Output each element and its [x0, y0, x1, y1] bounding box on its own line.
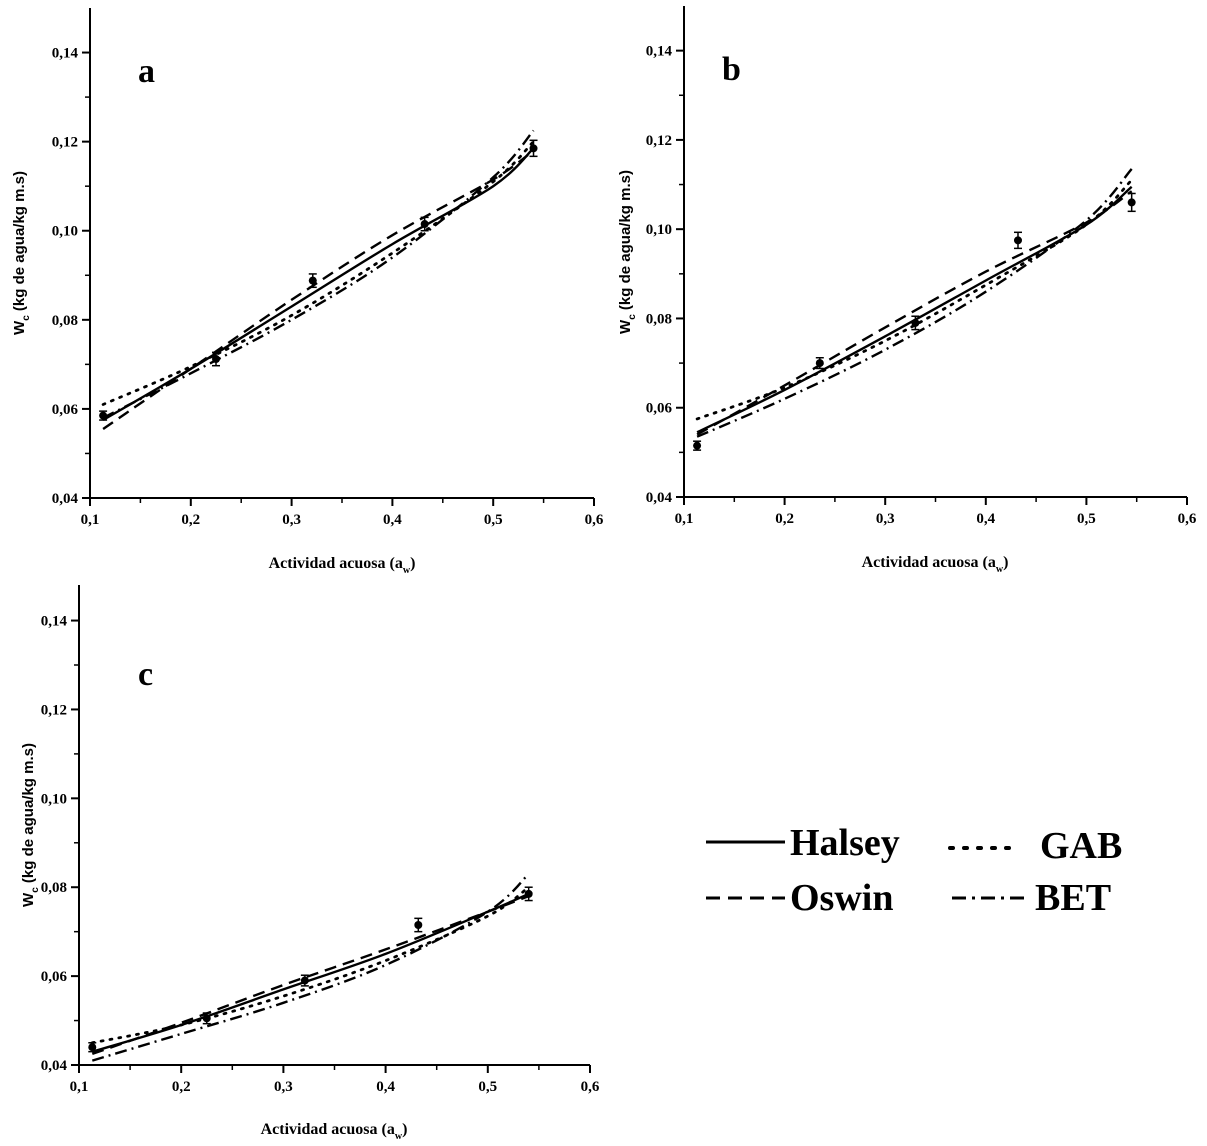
- data-point: [212, 355, 220, 364]
- y-tick-label: 0,14: [646, 44, 673, 60]
- y-tick-label: 0,08: [52, 313, 78, 329]
- x-tick-label: 0,5: [478, 1079, 497, 1095]
- series-bet-line: [102, 129, 535, 419]
- x-tick-label: 0,3: [876, 511, 895, 527]
- x-tick-label: 0,6: [581, 1079, 600, 1095]
- y-tick-label: 0,06: [646, 401, 673, 417]
- y-tick-label: 0,06: [41, 969, 68, 985]
- panel-a: 0,1 0,2 0,3 0,4 0,5 0,6 0,04 0,06 0,08 0,10 0,12 0,…: [11, 8, 604, 576]
- y-tick-label: 0,04: [52, 491, 79, 507]
- series-halsey-line: [91, 892, 530, 1053]
- series-gab-line: [695, 178, 1134, 421]
- legend: Halsey GAB Oswin BET: [706, 822, 1122, 919]
- legend-oswin-label: Oswin: [790, 877, 893, 919]
- y-axis-label: Wc (kg de agua/kg m.s): [11, 171, 32, 335]
- y-tick-label: 0,06: [52, 402, 79, 418]
- panel-letter: a: [138, 53, 155, 90]
- x-tick-label: 0,2: [775, 511, 794, 527]
- series-oswin-line: [102, 149, 535, 430]
- data-point: [815, 359, 824, 368]
- y-tick-label: 0,12: [646, 133, 672, 149]
- data-point: [1127, 198, 1136, 207]
- x-tick-label: 0,4: [976, 511, 995, 527]
- panel-letter: c: [138, 656, 153, 693]
- y-tick-label: 0,14: [41, 614, 68, 630]
- y-axis-label: Wc (kg de agua/kg m.s): [20, 743, 41, 907]
- panel-b: 0,1 0,2 0,3 0,4 0,5 0,6 0,04 0,06 0,08 0,10 0,12 0,…: [617, 6, 1197, 575]
- data-point: [911, 318, 920, 327]
- x-tick-label: 0,1: [81, 512, 100, 528]
- data-point: [99, 411, 108, 420]
- y-tick-label: 0,10: [646, 222, 672, 238]
- series-oswin-line: [696, 190, 1133, 436]
- x-tick-label: 0,6: [585, 512, 604, 528]
- series-halsey-line: [696, 185, 1133, 434]
- series-halsey-line: [102, 147, 535, 422]
- x-axis-label: Actividad acuosa (aw): [261, 1121, 408, 1142]
- x-tick-label: 0,1: [675, 511, 694, 527]
- series-oswin-line: [91, 894, 530, 1056]
- data-point: [1013, 236, 1022, 245]
- legend-gab-label: GAB: [1040, 825, 1122, 867]
- x-tick-label: 0,3: [282, 512, 301, 528]
- y-tick-label: 0,04: [41, 1058, 68, 1074]
- data-point: [693, 441, 702, 450]
- y-tick-label: 0,12: [41, 702, 67, 718]
- legend-bet-label: BET: [1035, 877, 1111, 919]
- data-point: [524, 889, 533, 898]
- y-tick-label: 0,12: [52, 135, 78, 151]
- y-tick-label: 0,08: [41, 880, 67, 896]
- panel-c: 0,1 0,2 0,3 0,4 0,5 0,6 0,04 0,06 0,08 0,10 0,12 0,…: [20, 585, 600, 1142]
- data-point: [414, 921, 423, 929]
- y-tick-label: 0,14: [52, 46, 79, 62]
- y-axis-label: Wc (kg de agua/kg m.s): [617, 170, 638, 334]
- x-tick-label: 0,1: [70, 1079, 89, 1095]
- x-tick-label: 0,2: [181, 512, 200, 528]
- y-tick-label: 0,10: [41, 791, 67, 807]
- x-axis-label: Actividad acuosa (aw): [862, 554, 1009, 575]
- series-gab-line: [101, 140, 535, 406]
- series-bet-line: [696, 168, 1133, 438]
- data-point: [529, 144, 538, 153]
- x-tick-label: 0,2: [172, 1079, 191, 1095]
- x-axis-label: Actividad acuosa (aw): [269, 555, 416, 576]
- series-bet-line: [91, 873, 530, 1062]
- y-tick-label: 0,08: [646, 311, 672, 327]
- y-tick-label: 0,10: [52, 224, 78, 240]
- x-tick-label: 0,6: [1178, 511, 1197, 527]
- x-tick-label: 0,4: [376, 1079, 395, 1095]
- y-tick-label: 0,04: [646, 490, 673, 506]
- x-tick-label: 0,5: [1077, 511, 1096, 527]
- data-point: [202, 1014, 211, 1023]
- data-point: [88, 1043, 97, 1052]
- data-point: [308, 276, 317, 285]
- series-gab-line: [90, 885, 531, 1045]
- panel-letter: b: [722, 51, 741, 88]
- legend-halsey-label: Halsey: [790, 822, 900, 864]
- x-tick-label: 0,3: [274, 1079, 293, 1095]
- data-point: [300, 976, 309, 985]
- data-point: [420, 220, 429, 229]
- x-tick-label: 0,4: [383, 512, 402, 528]
- x-tick-label: 0,5: [484, 512, 503, 528]
